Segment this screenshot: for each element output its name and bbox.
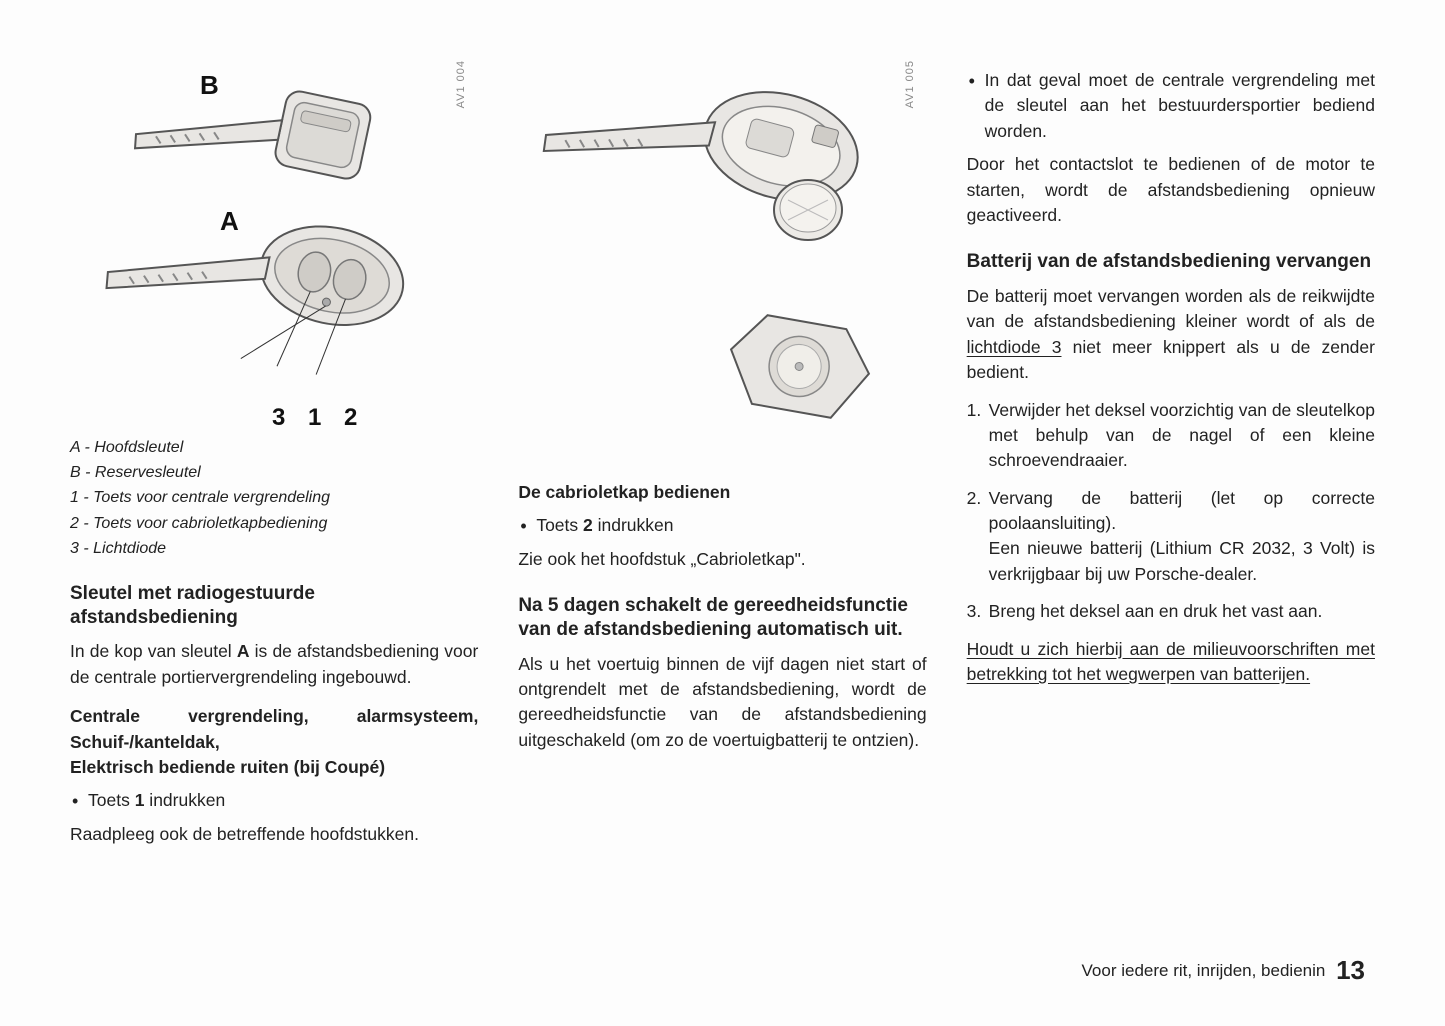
label-3: 3: [272, 404, 285, 430]
legend-1: 1 - Toets voor centrale vergrendeling: [70, 486, 478, 509]
para-see-chapters: Raadpleeg ook de betreffende hoofdstukke…: [70, 822, 478, 847]
keys-svg: B: [70, 60, 460, 430]
para-environment: Houdt u zich hierbij aan de milieuvoorsc…: [967, 637, 1375, 688]
para-key-a: In de kop van sleutel A is de afstandsbe…: [70, 639, 478, 690]
subhead-cabriolet: De cabrioletkap bedienen: [518, 480, 926, 505]
heading-5-days: Na 5 dagen schakelt de gereedheidsfuncti…: [518, 594, 926, 642]
li-in-that-case: In dat geval moet de centrale vergrendel…: [967, 68, 1375, 144]
label-2: 2: [344, 404, 357, 430]
label-b: B: [200, 70, 219, 100]
para-see-cabriolet: Zie ook het hoofdstuk „Cabrioletkap".: [518, 547, 926, 572]
illustration-keys-a-b: AV1 004 B: [70, 60, 478, 430]
legend: A - Hoofdsleutel B - Reservesleutel 1 - …: [70, 436, 478, 560]
key-battery-svg: [518, 60, 908, 430]
legend-a: A - Hoofdsleutel: [70, 436, 478, 459]
label-1: 1: [308, 404, 321, 430]
page-footer: Voor iedere rit, inrijden, bedienin 13: [1082, 955, 1365, 986]
column-1: AV1 004 B: [70, 60, 478, 855]
page-columns: AV1 004 B: [70, 60, 1375, 855]
figure-ref-2: AV1 005: [903, 60, 919, 108]
bullet-in-that-case: In dat geval moet de centrale vergrendel…: [967, 68, 1375, 144]
bullet-press-1: Toets 1 indrukken: [70, 788, 478, 813]
step-1: Verwijder het deksel voorzichtig van de …: [967, 398, 1375, 474]
label-a: A: [220, 206, 239, 236]
footer-text: Voor iedere rit, inrijden, bedienin: [1082, 961, 1326, 980]
illustration-key-battery: AV1 005: [518, 60, 926, 430]
para-battery-replace-when: De batterij moet vervangen worden als de…: [967, 284, 1375, 386]
steps-replace: Verwijder het deksel voorzichtig van de …: [967, 398, 1375, 625]
step-2: Vervang de batterij (let op correcte poo…: [967, 486, 1375, 588]
heading-replace-battery: Batterij van de afstandsbediening vervan…: [967, 250, 1375, 274]
legend-3: 3 - Lichtdiode: [70, 537, 478, 560]
legend-2: 2 - Toets voor cabrioletkapbediening: [70, 512, 478, 535]
para-contact-slot: Door het contactslot te bedienen of de m…: [967, 152, 1375, 228]
legend-b: B - Reservesleutel: [70, 461, 478, 484]
step-3: Breng het deksel aan en druk het vast aa…: [967, 599, 1375, 624]
subhead-central-lock: Centrale vergrendeling, alarmsysteem, Sc…: [70, 704, 478, 780]
heading-key-remote: Sleutel met radiogestuurde afstandsbedie…: [70, 582, 478, 630]
page-number: 13: [1336, 955, 1365, 985]
figure-ref-1: AV1 004: [454, 60, 470, 108]
column-2: AV1 005: [518, 60, 926, 855]
para-5-days: Als u het voertuig binnen de vijf dagen …: [518, 652, 926, 754]
bullet-press-2: Toets 2 indrukken: [518, 513, 926, 538]
column-3: In dat geval moet de centrale vergrendel…: [967, 60, 1375, 855]
